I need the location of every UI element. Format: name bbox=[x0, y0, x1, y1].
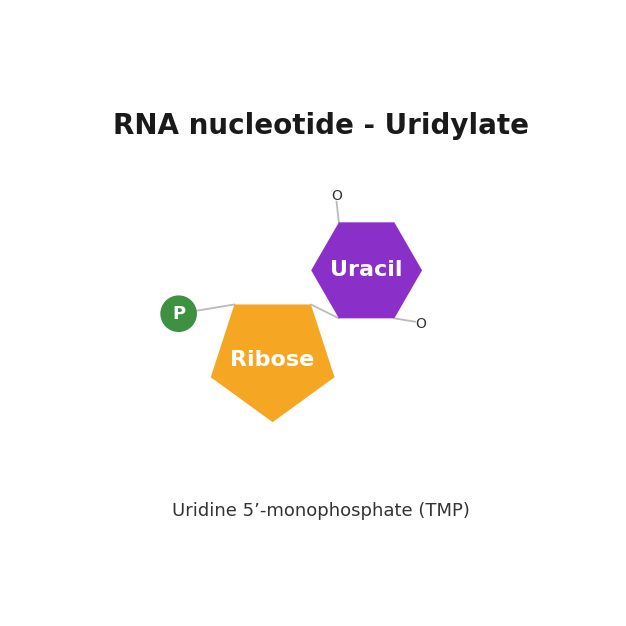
Polygon shape bbox=[311, 222, 422, 319]
Text: Ribose: Ribose bbox=[230, 349, 315, 369]
Text: O: O bbox=[416, 317, 426, 331]
Text: RNA nucleotide - Uridylate: RNA nucleotide - Uridylate bbox=[113, 111, 529, 140]
Polygon shape bbox=[211, 304, 334, 422]
Text: Uracil: Uracil bbox=[331, 260, 403, 280]
Text: O: O bbox=[331, 189, 342, 203]
Text: P: P bbox=[172, 305, 185, 323]
Text: Uridine 5’-monophosphate (TMP): Uridine 5’-monophosphate (TMP) bbox=[172, 502, 470, 520]
Circle shape bbox=[160, 295, 197, 332]
